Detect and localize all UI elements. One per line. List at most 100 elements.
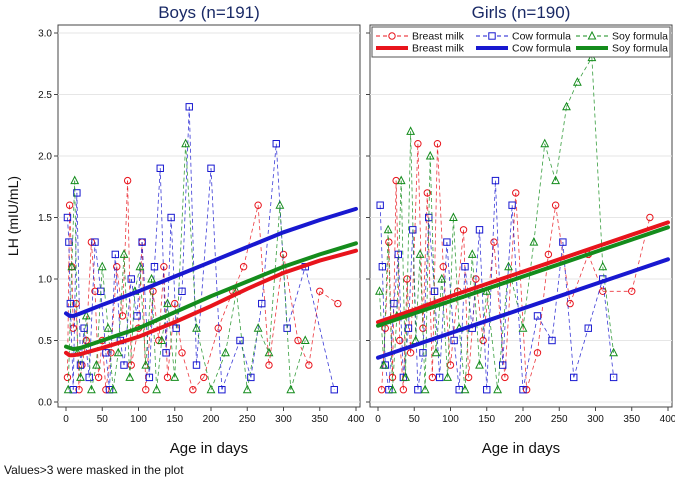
trajectory-boys-cow-formula-4 — [76, 192, 81, 366]
point-boys-breast-milk-38 — [334, 299, 342, 308]
point-girls-breast-milk-28 — [566, 299, 574, 308]
point-girls-breast-milk-5 — [396, 336, 404, 345]
trajectory-boys-cow-formula-16 — [136, 242, 143, 316]
trajectory-boys-breast-milk-19 — [141, 242, 147, 390]
legend-points-soy-formula-label: Soy formula — [612, 31, 668, 43]
trajectory-boys-breast-milk-20 — [145, 291, 154, 390]
point-boys-breast-milk-17 — [127, 361, 135, 369]
point-boys-cow-formula-21 — [162, 349, 170, 357]
legend-points-soy-formula-marker — [587, 30, 597, 40]
point-girls-breast-milk-32 — [646, 213, 654, 222]
point-girls-soy-formula-28 — [572, 77, 582, 86]
point-girls-soy-formula-6 — [401, 372, 410, 381]
point-girls-cow-formula-26 — [548, 336, 556, 345]
point-boys-cow-formula-5 — [76, 361, 85, 369]
point-boys-cow-formula-27 — [207, 164, 215, 173]
trajectory-girls-soy-formula-15 — [453, 217, 460, 329]
point-girls-soy-formula-17 — [460, 384, 470, 394]
panel-boys-frame — [57, 24, 361, 408]
point-boys-breast-milk-15 — [118, 312, 127, 320]
point-girls-breast-milk-15 — [446, 361, 455, 369]
point-boys-soy-formula-4 — [76, 372, 85, 381]
point-boys-soy-formula-13 — [125, 372, 135, 381]
trajectory-boys-cow-formula-33 — [286, 266, 306, 329]
trajectory-girls-breast-milk-22 — [504, 192, 517, 378]
point-girls-cow-formula-29 — [584, 324, 592, 332]
point-girls-cow-formula-31 — [609, 373, 618, 382]
point-boys-soy-formula-6 — [86, 384, 96, 394]
trajectory-boys-breast-milk-23 — [163, 266, 168, 378]
trajectory-girls-breast-milk-17 — [463, 229, 470, 378]
point-girls-soy-formula-25 — [540, 138, 550, 148]
axis-layer: 0.0 0.5 1.0 1.5 2.0 2.5 3.0 0 50 100 150 200 250 300 3… — [38, 29, 675, 426]
trajectory-girls-breast-milk-16 — [457, 229, 464, 292]
point-girls-breast-milk-11 — [423, 189, 431, 197]
point-boys-breast-milk-13 — [107, 349, 115, 357]
trajectory-boys-soy-formula-8 — [101, 266, 109, 329]
x-tick-label-boys-1: 50 — [97, 414, 109, 425]
x-tick-label-girls-4: 200 — [515, 414, 532, 425]
x-tick-label-boys-2: 100 — [130, 414, 147, 425]
trajectory-boys-breast-milk-30 — [232, 266, 244, 292]
point-boys-cow-formula-12 — [111, 250, 119, 259]
point-girls-cow-formula-19 — [475, 226, 484, 234]
data-layer — [63, 52, 670, 394]
fit-line-girls-soy-formula — [376, 225, 670, 328]
point-girls-cow-formula-28 — [570, 373, 578, 382]
point-girls-cow-formula-20 — [483, 386, 491, 394]
point-boys-soy-formula-24 — [206, 384, 216, 394]
trajectory-boys-soy-formula-15 — [139, 266, 147, 366]
trajectory-girls-soy-formula-20 — [486, 291, 499, 390]
point-boys-breast-milk-14 — [113, 263, 121, 271]
point-boys-cow-formula-31 — [258, 299, 266, 308]
point-boys-breast-milk-37 — [316, 287, 324, 295]
trajectory-girls-breast-milk-23 — [515, 192, 528, 390]
trajectory-boys-soy-formula-10 — [112, 352, 119, 390]
trajectory-boys-cow-formula-28 — [221, 340, 241, 390]
x-tick-label-boys-4: 200 — [203, 414, 220, 425]
trajectory-girls-cow-formula-9 — [417, 352, 424, 390]
x-tick-label-girls-5: 250 — [551, 414, 568, 425]
point-girls-soy-formula-10 — [420, 384, 430, 394]
point-boys-soy-formula-12 — [119, 249, 129, 258]
point-girls-breast-milk-22 — [501, 373, 509, 382]
point-boys-cow-formula-6 — [80, 324, 88, 332]
point-girls-breast-milk-25 — [533, 349, 542, 357]
point-boys-cow-formula-0 — [63, 213, 72, 222]
point-boys-breast-milk-0 — [63, 373, 72, 382]
trajectory-boys-soy-formula-1 — [71, 180, 76, 267]
point-girls-soy-formula-22 — [504, 261, 513, 271]
point-boys-soy-formula-10 — [108, 384, 118, 394]
trajectory-girls-breast-milk-6 — [402, 278, 408, 390]
point-boys-breast-milk-36 — [305, 361, 313, 369]
fit-line-boys-breast-milk — [64, 248, 358, 358]
trajectory-girls-breast-milk-27 — [555, 205, 571, 304]
trajectory-girls-soy-formula-11 — [429, 155, 437, 353]
trajectory-girls-soy-formula-19 — [479, 291, 488, 366]
point-boys-soy-formula-23 — [192, 323, 201, 332]
point-girls-soy-formula-5 — [396, 175, 406, 185]
trajectory-boys-soy-formula-17 — [151, 278, 158, 390]
point-boys-cow-formula-16 — [133, 312, 141, 320]
trajectory-girls-soy-formula-12 — [435, 278, 443, 353]
trajectory-boys-cow-formula-17 — [141, 242, 150, 378]
trajectory-boys-cow-formula-21 — [165, 217, 172, 353]
trajectory-girls-cow-formula-1 — [381, 266, 386, 366]
y-tick-label-2: 1.0 — [38, 275, 52, 286]
trajectory-boys-soy-formula-29 — [268, 205, 281, 353]
trajectory-girls-soy-formula-23 — [522, 242, 535, 329]
point-boys-cow-formula-23 — [172, 324, 180, 332]
trajectory-boys-breast-milk-32 — [257, 205, 270, 366]
point-boys-soy-formula-11 — [113, 347, 123, 357]
point-boys-cow-formula-26 — [192, 361, 201, 369]
trajectory-girls-cow-formula-0 — [379, 205, 383, 267]
point-boys-breast-milk-9 — [91, 287, 99, 295]
point-girls-soy-formula-31 — [609, 347, 619, 357]
trajectory-girls-cow-formula-23 — [511, 205, 524, 390]
point-girls-soy-formula-0 — [375, 286, 384, 295]
point-boys-breast-milk-5 — [75, 386, 83, 394]
trajectory-girls-soy-formula-6 — [405, 131, 412, 378]
trajectory-girls-cow-formula-27 — [562, 242, 575, 378]
trajectory-girls-cow-formula-22 — [502, 205, 513, 366]
